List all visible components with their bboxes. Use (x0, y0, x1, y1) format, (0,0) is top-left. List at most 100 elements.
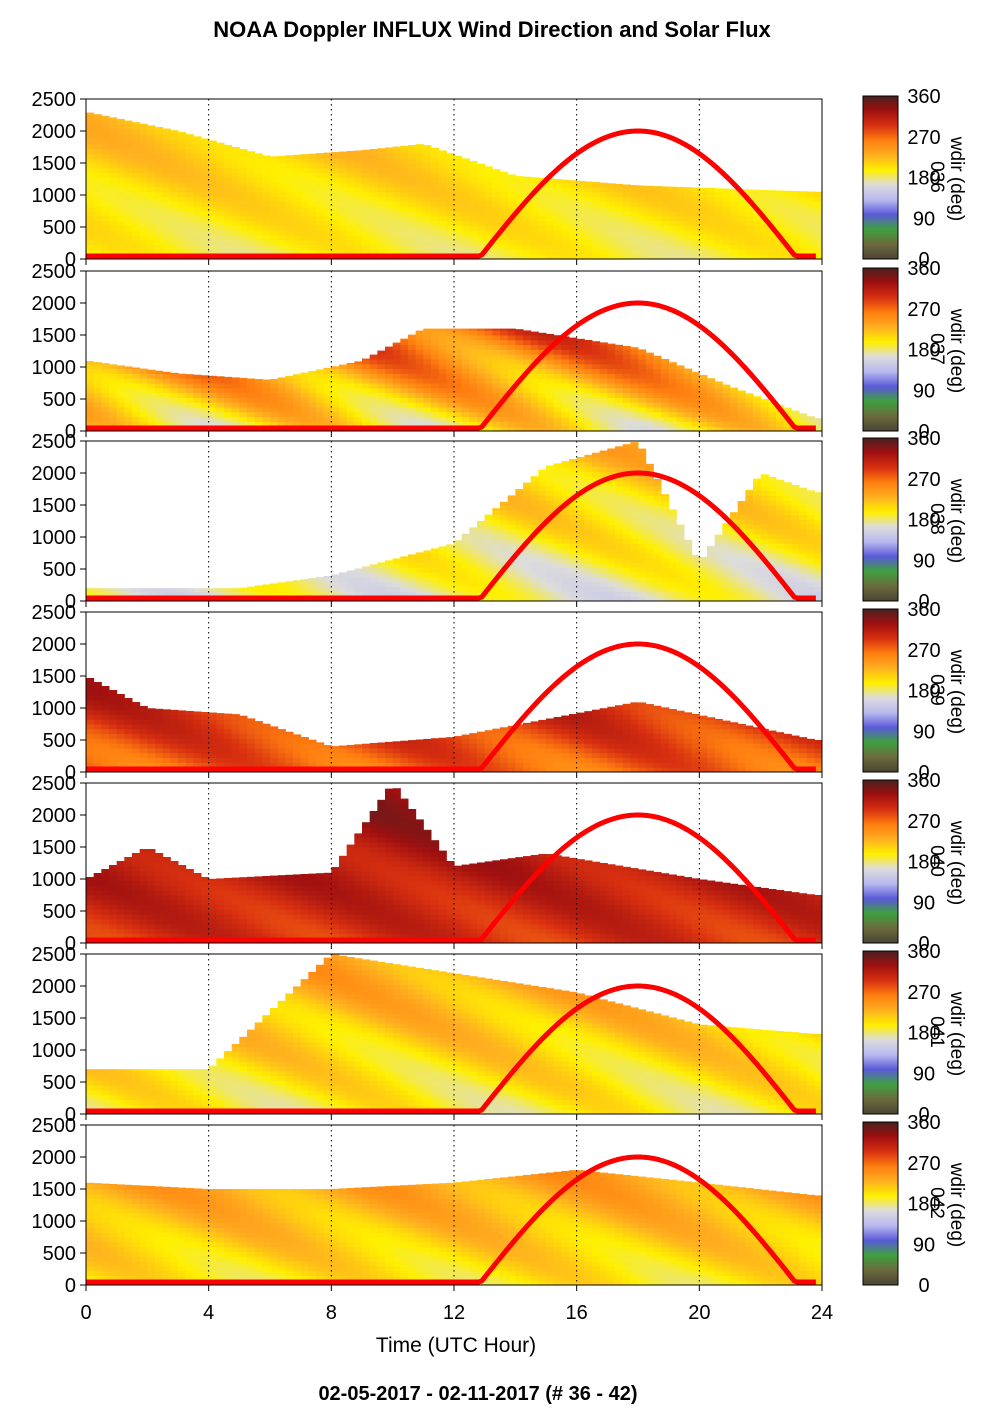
wdir-cell (500, 416, 509, 422)
wdir-cell (323, 196, 332, 202)
wdir-cell (684, 387, 693, 394)
wdir-cell (454, 330, 463, 336)
wdir-cell (231, 377, 240, 379)
wdir-cell (676, 548, 685, 554)
wdir-cell (553, 191, 562, 198)
wdir-cell (400, 339, 409, 346)
wdir-cell (147, 239, 156, 246)
wdir-cell (308, 239, 317, 246)
wdir-cell (561, 509, 570, 516)
wdir-cell (737, 206, 746, 212)
wdir-cell (109, 407, 118, 413)
wdir-cell (431, 191, 440, 198)
wdir-cell (484, 514, 493, 520)
wdir-cell (155, 387, 164, 394)
wdir-cell (208, 153, 217, 159)
wdir-cell (615, 387, 624, 394)
wdir-cell (630, 402, 639, 408)
wdir-cell (339, 225, 348, 231)
wdir-cell (745, 239, 754, 246)
wdir-cell (323, 392, 332, 398)
wdir-cell (423, 172, 432, 178)
wdir-cell (438, 153, 447, 159)
wdir-cell (599, 211, 608, 217)
wdir-cell (622, 215, 631, 222)
wdir-cell (645, 495, 654, 501)
wdir-cell (178, 201, 187, 207)
wdir-cell (737, 509, 746, 516)
wdir-cell (607, 368, 616, 374)
wdir-cell (576, 495, 585, 501)
wdir-cell (530, 335, 539, 341)
wdir-cell (569, 378, 578, 384)
wdir-cell (155, 421, 164, 427)
wdir-cell (132, 215, 141, 222)
wdir-cell (622, 184, 631, 188)
wdir-cell (699, 191, 708, 198)
wdir-cell (193, 416, 202, 422)
wdir-cell (408, 201, 417, 207)
wdir-cell (162, 220, 171, 226)
wdir-cell (814, 206, 823, 212)
wdir-cell (300, 211, 309, 217)
wdir-cell (707, 591, 716, 597)
wdir-cell (592, 402, 601, 408)
wdir-cell (254, 201, 263, 207)
wdir-cell (806, 196, 815, 202)
wdir-cell (492, 509, 501, 516)
wdir-cell (599, 378, 608, 384)
wdir-cell (170, 397, 179, 403)
wdir-cell (691, 557, 700, 564)
wdir-cell (569, 235, 578, 241)
wdir-cell (116, 143, 125, 150)
wdir-cell (477, 548, 486, 554)
wdir-cell (339, 249, 348, 255)
wdir-cell (208, 225, 217, 231)
wdir-cell (86, 361, 95, 365)
wdir-cell (546, 363, 555, 370)
y-tick-label: 500 (43, 559, 76, 581)
wdir-cell (216, 142, 225, 145)
wdir-cell (300, 244, 309, 250)
wdir-cell (707, 577, 716, 583)
wdir-cell (753, 478, 762, 482)
wdir-cell (300, 249, 309, 255)
wdir-cell (538, 235, 547, 241)
wdir-cell (147, 143, 156, 150)
wdir-cell (737, 244, 746, 250)
wdir-cell (791, 201, 800, 207)
wdir-cell (339, 215, 348, 222)
wdir-cell (584, 524, 593, 530)
y-tick-label: 1000 (32, 527, 77, 549)
wdir-cell (699, 411, 708, 418)
wdir-cell (622, 392, 631, 398)
wdir-cell (507, 196, 516, 202)
wdir-cell (607, 354, 616, 360)
wdir-cell (653, 239, 662, 246)
wdir-cell (584, 196, 593, 202)
wdir-cell (101, 124, 110, 130)
wdir-cell (147, 187, 156, 193)
wdir-cell (331, 411, 340, 418)
wdir-cell (530, 591, 539, 597)
wdir-cell (423, 397, 432, 403)
wdir-cell (607, 538, 616, 544)
wdir-cell (530, 581, 539, 588)
wdir-cell (461, 196, 470, 202)
wdir-cell (147, 378, 156, 384)
wdir-cell (469, 363, 478, 370)
wdir-cell (484, 349, 493, 355)
wdir-cell (615, 254, 624, 260)
wdir-cell (645, 586, 654, 592)
wdir-cell (277, 402, 286, 408)
wdir-cell (630, 368, 639, 374)
colorbar-tick-label: 360 (907, 428, 940, 450)
wdir-cell (799, 230, 808, 236)
wdir-cell (530, 196, 539, 202)
y-tick-label: 1500 (32, 495, 77, 517)
wdir-cell (362, 358, 371, 360)
wdir-cell (684, 392, 693, 398)
wdir-cell (584, 411, 593, 418)
wdir-cell (431, 344, 440, 350)
wdir-cell (323, 230, 332, 236)
